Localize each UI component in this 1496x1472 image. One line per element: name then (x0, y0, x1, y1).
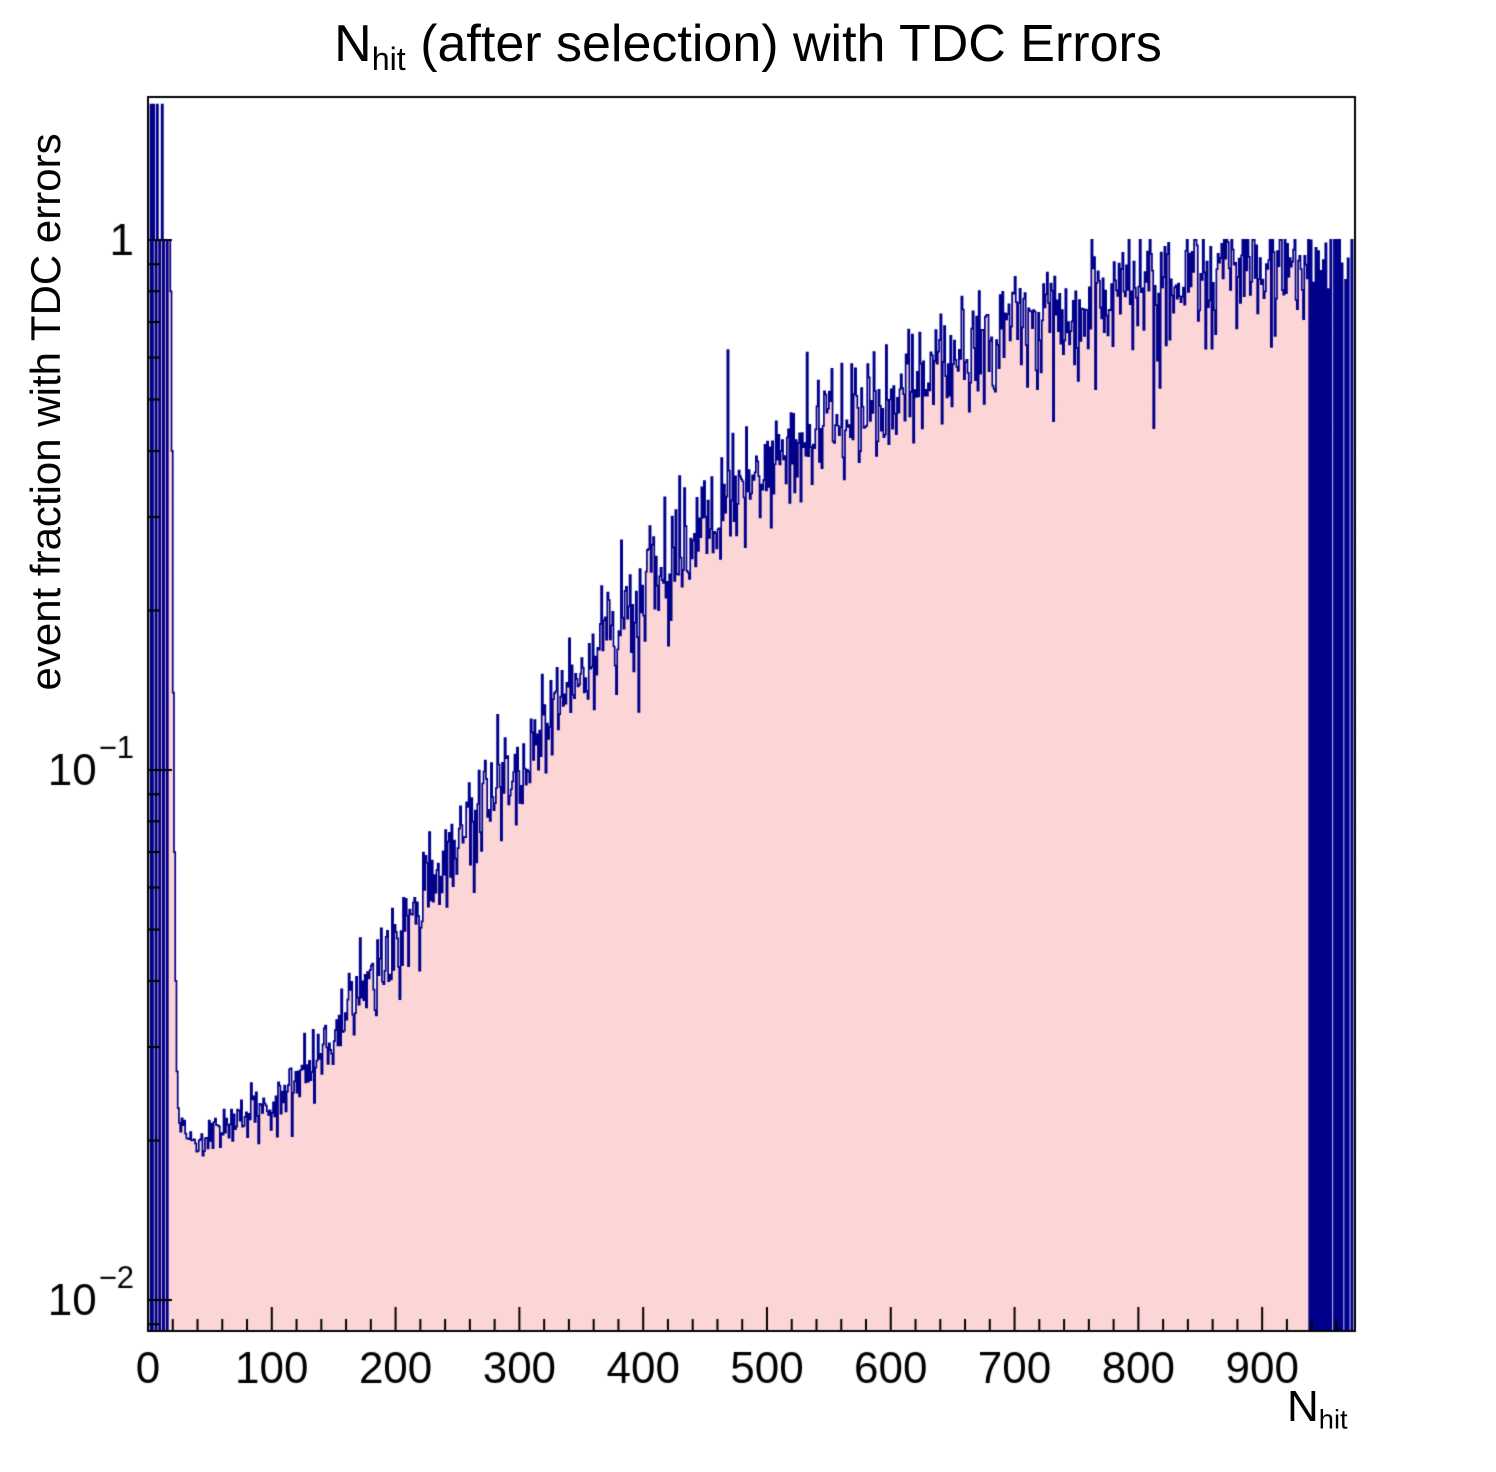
x-axis-label: Nhit (1287, 1382, 1348, 1436)
chart-title-subscript: hit (371, 41, 406, 78)
chart-title: Nhit (after selection) with TDC Errors (0, 14, 1496, 78)
chart-title-prefix: N (334, 15, 372, 73)
y-axis-label: event fraction with TDC errors (22, 133, 69, 691)
x-axis-label-prefix: N (1287, 1382, 1319, 1431)
chart-title-suffix: (after selection) with TDC Errors (405, 15, 1162, 73)
x-axis-label-subscript: hit (1318, 1403, 1348, 1435)
